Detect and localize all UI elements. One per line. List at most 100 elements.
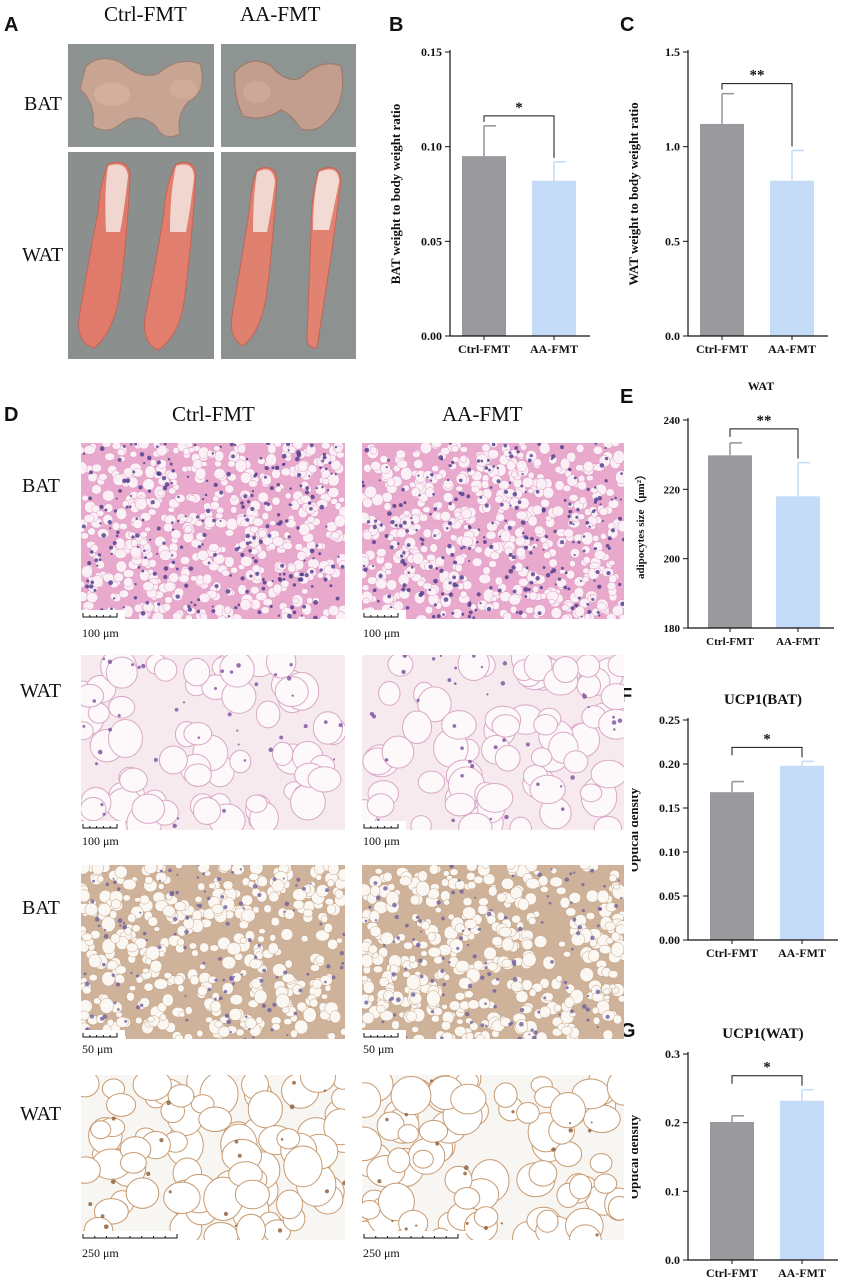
adipocyte bbox=[378, 1182, 415, 1222]
adipocyte bbox=[184, 614, 193, 619]
nucleus bbox=[579, 579, 582, 583]
adipocyte bbox=[244, 1017, 257, 1030]
nucleus bbox=[167, 458, 171, 461]
nucleus bbox=[537, 443, 541, 446]
nucleus bbox=[297, 472, 302, 478]
adipocyte bbox=[184, 525, 193, 533]
nucleus bbox=[132, 470, 136, 474]
nucleus bbox=[261, 578, 265, 582]
adipocyte bbox=[212, 495, 220, 502]
adipocyte bbox=[142, 968, 150, 974]
nucleus bbox=[81, 524, 86, 529]
nucleus bbox=[492, 465, 496, 468]
adipocyte bbox=[523, 655, 553, 682]
nucleus bbox=[486, 693, 489, 696]
adipocyte bbox=[241, 894, 253, 906]
nucleus bbox=[304, 573, 309, 578]
scale-label: 50 μm bbox=[82, 1042, 113, 1056]
adipocyte bbox=[464, 990, 474, 999]
nucleus bbox=[310, 585, 314, 588]
nucleus bbox=[233, 975, 236, 978]
nucleus bbox=[476, 459, 481, 463]
adipocyte bbox=[178, 1011, 186, 1018]
adipocyte bbox=[432, 528, 441, 536]
adipocyte bbox=[132, 519, 143, 529]
nucleus bbox=[269, 485, 275, 491]
nucleus bbox=[304, 490, 310, 495]
nucleus bbox=[493, 745, 498, 750]
nucleus bbox=[296, 526, 300, 530]
nucleus bbox=[441, 592, 445, 596]
adipocyte bbox=[542, 486, 555, 499]
scale-bar bbox=[363, 1033, 399, 1038]
adipocyte bbox=[381, 735, 415, 769]
nucleus bbox=[99, 522, 102, 525]
nucleus bbox=[110, 1179, 116, 1185]
nucleus bbox=[236, 729, 239, 732]
nucleus bbox=[586, 994, 590, 998]
adipocyte bbox=[84, 902, 98, 917]
adipocyte bbox=[182, 917, 195, 930]
adipocyte bbox=[427, 931, 437, 942]
adipocyte bbox=[603, 988, 610, 995]
nucleus bbox=[287, 535, 291, 539]
adipocyte bbox=[477, 904, 489, 915]
adipocyte bbox=[441, 1020, 451, 1031]
adipocyte bbox=[478, 573, 491, 584]
nucleus bbox=[460, 746, 464, 750]
adipocyte bbox=[543, 551, 552, 560]
nucleus bbox=[187, 607, 192, 612]
adipocyte bbox=[503, 612, 512, 619]
adipocyte bbox=[514, 561, 524, 573]
nucleus bbox=[607, 546, 612, 550]
panel-letter-c: C bbox=[620, 14, 635, 36]
adipocyte bbox=[362, 584, 370, 591]
adipocyte bbox=[247, 1090, 283, 1129]
nucleus bbox=[517, 1036, 522, 1039]
nucleus bbox=[563, 980, 568, 985]
adipocyte bbox=[294, 543, 303, 551]
nucleus bbox=[245, 541, 250, 546]
nucleus bbox=[477, 927, 482, 932]
nucleus bbox=[147, 489, 152, 493]
adipocyte bbox=[462, 897, 473, 907]
nucleus bbox=[289, 487, 292, 490]
adipocyte bbox=[409, 894, 420, 906]
nucleus bbox=[612, 715, 616, 719]
nucleus bbox=[283, 970, 288, 975]
adipocyte bbox=[395, 449, 406, 460]
nucleus bbox=[387, 594, 392, 599]
nucleus bbox=[175, 594, 180, 599]
adipocyte bbox=[118, 589, 129, 599]
nucleus bbox=[466, 494, 471, 499]
nucleus bbox=[474, 608, 478, 612]
nucleus bbox=[275, 975, 279, 979]
adipocyte bbox=[131, 793, 166, 824]
adipocyte bbox=[179, 556, 191, 565]
adipocyte bbox=[184, 763, 212, 787]
significance-label: * bbox=[763, 731, 771, 747]
scale-label: 250 μm bbox=[82, 1246, 119, 1260]
adipocyte bbox=[255, 1016, 263, 1024]
nucleus bbox=[340, 564, 345, 569]
nucleus bbox=[288, 574, 294, 579]
adipocyte bbox=[320, 915, 328, 923]
nucleus bbox=[159, 1138, 164, 1143]
nucleus bbox=[172, 917, 178, 922]
nucleus bbox=[521, 531, 525, 535]
nucleus bbox=[512, 589, 517, 594]
nucleus bbox=[297, 577, 303, 582]
adipocyte bbox=[81, 932, 93, 941]
nucleus bbox=[451, 460, 455, 465]
nucleus bbox=[177, 495, 180, 499]
adipocyte bbox=[93, 997, 101, 1005]
nucleus bbox=[229, 1030, 232, 1034]
bar bbox=[710, 792, 754, 940]
nucleus bbox=[410, 517, 413, 520]
adipocyte bbox=[494, 495, 504, 504]
adipocyte bbox=[478, 997, 491, 1010]
nucleus bbox=[464, 1011, 470, 1017]
adipocyte bbox=[226, 942, 242, 956]
nucleus bbox=[326, 489, 330, 492]
adipocyte bbox=[334, 889, 344, 899]
